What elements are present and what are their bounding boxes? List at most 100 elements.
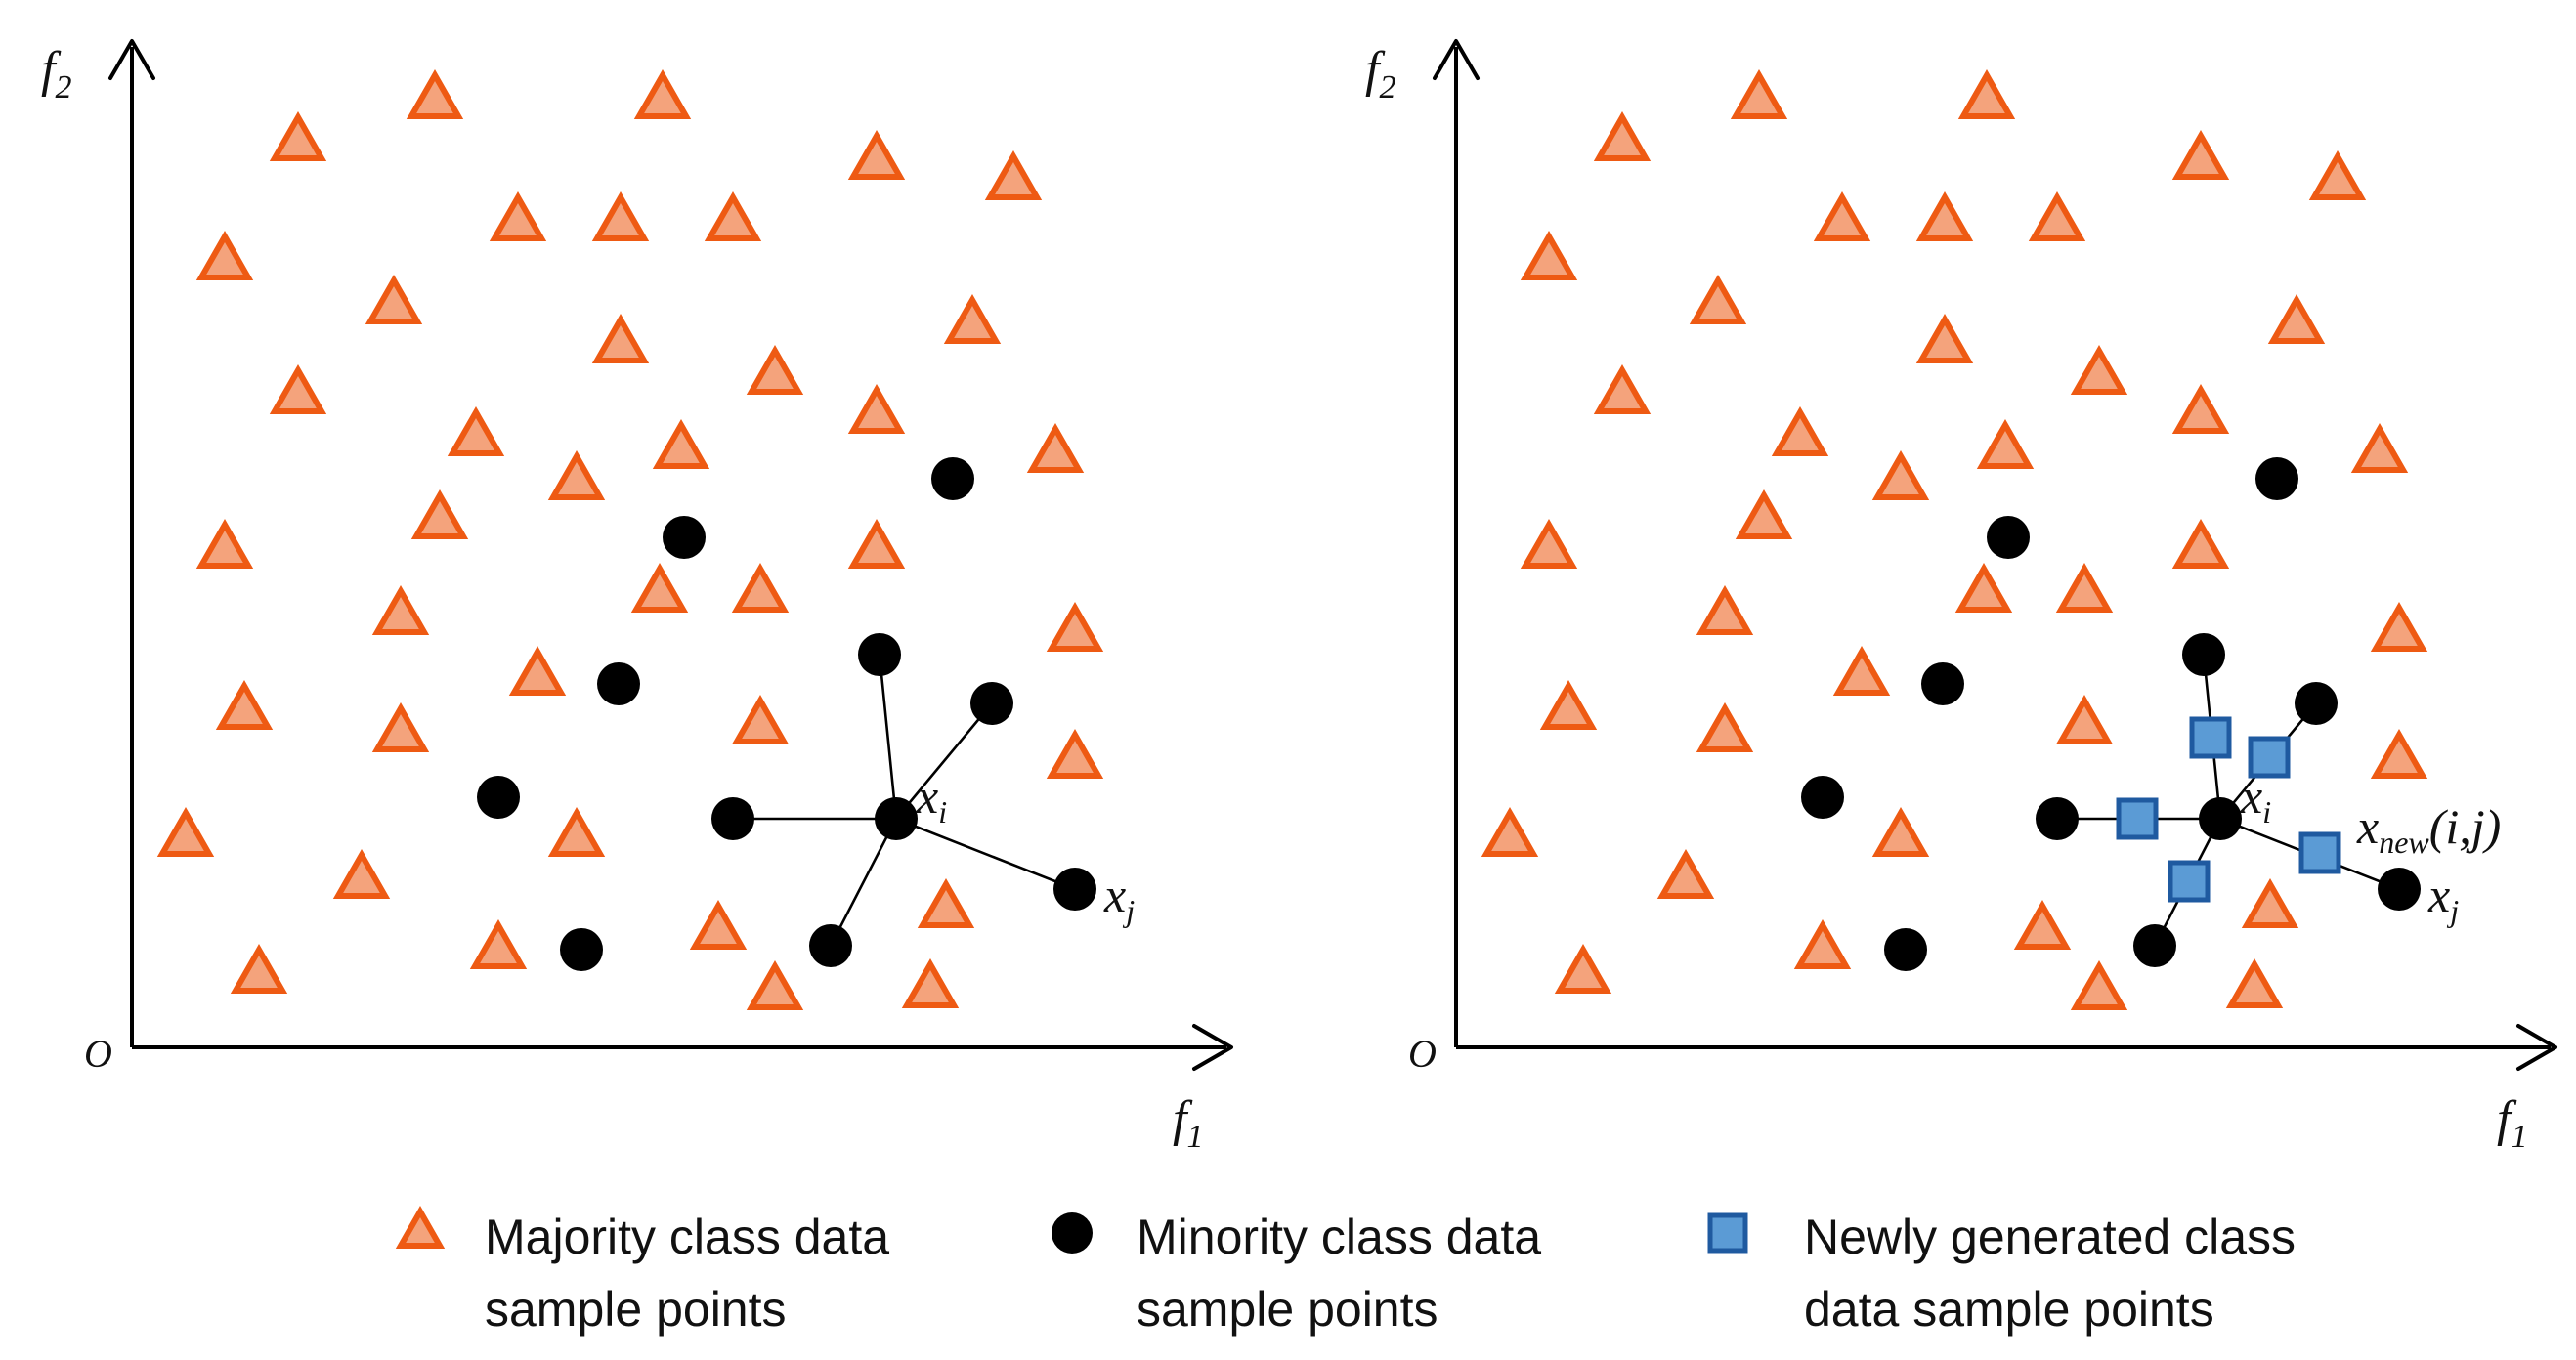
majority-point — [1976, 418, 2035, 469]
majority-point — [1954, 562, 2013, 613]
minority-point — [2378, 868, 2421, 911]
majority-point — [2070, 959, 2128, 1010]
legend-majority: Majority class data sample points — [395, 1205, 889, 1337]
majority-point — [365, 274, 423, 324]
majority-point — [2308, 149, 2367, 200]
xnew-label: xnew(i,j) — [2356, 799, 2501, 860]
majority-points — [1481, 68, 2428, 1010]
majority-point — [1915, 191, 1974, 241]
majority-points — [156, 68, 1104, 1010]
majority-point — [1656, 848, 1715, 899]
majority-point — [2370, 728, 2428, 779]
majority-point — [1813, 191, 1871, 241]
square-icon — [1707, 1212, 1748, 1254]
minority-point — [2036, 797, 2079, 840]
minority-point — [931, 457, 974, 500]
new-point — [2189, 716, 2232, 759]
majority-point — [591, 313, 650, 363]
majority-point — [1696, 584, 1754, 635]
legend-minority-line2: sample points — [1137, 1282, 1438, 1337]
majority-point — [469, 918, 528, 969]
minority-point — [1801, 776, 1844, 819]
minority-point — [1921, 662, 1964, 705]
majority-point — [371, 584, 430, 635]
majority-point — [1735, 489, 1793, 539]
x-axis-arrow-icon — [1192, 1024, 1233, 1071]
minority-point — [809, 924, 852, 967]
origin-label: O — [84, 1032, 112, 1076]
majority-point — [547, 449, 606, 500]
majority-point — [1957, 68, 2016, 119]
majority-point — [1689, 274, 1747, 324]
majority-point — [332, 848, 391, 899]
majority-point — [156, 806, 215, 857]
majority-point — [746, 344, 804, 395]
majority-point — [230, 943, 288, 994]
y-axis-arrow-icon — [108, 39, 155, 80]
legend-new-line2: data sample points — [1804, 1282, 2214, 1337]
minority-point-xi — [875, 797, 918, 840]
majority-point — [447, 405, 505, 456]
majority-point — [689, 899, 748, 950]
legend-majority-line1: Majority class data — [485, 1210, 889, 1264]
minority-point — [663, 516, 706, 559]
majority-point — [410, 489, 469, 539]
panel-before: f2 f1 O xi xj — [41, 39, 1233, 1155]
triangle-icon — [395, 1205, 446, 1249]
majority-point — [1832, 645, 1891, 696]
majority-point — [547, 806, 606, 857]
majority-point — [371, 701, 430, 752]
new-point — [2298, 831, 2341, 874]
x-axis-label: f1 — [1173, 1091, 1203, 1155]
majority-point — [489, 191, 547, 241]
majority-point — [2241, 877, 2299, 928]
y-axis-label: f2 — [41, 42, 71, 106]
neighbor-line — [829, 818, 898, 947]
majority-point — [591, 191, 650, 241]
panel-after: f2 f1 O xi xj xnew(i,j) — [1365, 39, 2557, 1155]
minority-point — [2255, 457, 2298, 500]
majority-point — [1046, 728, 1104, 779]
majority-point — [195, 230, 254, 280]
majority-point — [1593, 363, 1652, 414]
legend-new-line1: Newly generated class — [1804, 1210, 2296, 1264]
majority-point — [847, 383, 906, 434]
majority-point — [1520, 230, 1578, 280]
xj-label: xj — [1103, 868, 1135, 928]
majority-point — [1696, 701, 1754, 752]
new-point — [2248, 736, 2291, 779]
minority-point — [2182, 633, 2225, 676]
minority-point — [1884, 928, 1927, 971]
minority-point — [560, 928, 603, 971]
majority-point — [1026, 422, 1085, 473]
majority-point — [633, 68, 692, 119]
majority-point — [269, 363, 327, 414]
majority-point — [943, 293, 1002, 344]
majority-point — [2171, 129, 2230, 180]
majority-point — [704, 191, 762, 241]
minority-point — [597, 662, 640, 705]
majority-point — [1539, 679, 1598, 730]
origin-label: O — [1408, 1032, 1437, 1076]
majority-point — [1730, 68, 1788, 119]
majority-point — [1593, 110, 1652, 161]
majority-point — [2370, 601, 2428, 652]
majority-point — [1871, 806, 1930, 857]
neighbor-line — [894, 702, 994, 820]
minority-point — [1987, 516, 2030, 559]
new-point — [2116, 797, 2159, 840]
neighbor-line — [895, 817, 1076, 891]
majority-point — [2055, 694, 2114, 744]
majority-point — [2055, 562, 2114, 613]
legend-minority: Minority class data sample points — [1052, 1210, 1541, 1337]
minority-points — [477, 457, 1096, 971]
majority-point — [731, 562, 790, 613]
majority-point — [269, 110, 327, 161]
minority-point — [477, 776, 520, 819]
majority-point — [1771, 405, 1829, 456]
majority-point — [984, 149, 1043, 200]
legend-majority-line2: sample points — [485, 1282, 787, 1337]
majority-point — [406, 68, 464, 119]
